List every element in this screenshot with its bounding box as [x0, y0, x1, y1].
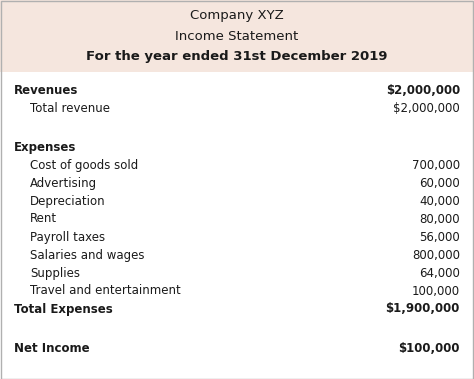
Text: 80,000: 80,000 [419, 213, 460, 226]
Text: $2,000,000: $2,000,000 [393, 102, 460, 116]
Text: Supplies: Supplies [30, 266, 80, 279]
Text: 64,000: 64,000 [419, 266, 460, 279]
Bar [0, 0, 474, 72]
Text: Total revenue: Total revenue [30, 102, 110, 116]
Text: Company XYZ: Company XYZ [190, 9, 284, 22]
Text: Depreciation: Depreciation [30, 194, 106, 207]
Text: 56,000: 56,000 [419, 230, 460, 243]
Text: For the year ended 31st December 2019: For the year ended 31st December 2019 [86, 50, 388, 63]
Text: $1,900,000: $1,900,000 [386, 302, 460, 315]
Text: Rent: Rent [30, 213, 57, 226]
Text: Salaries and wages: Salaries and wages [30, 249, 145, 262]
Text: Total Expenses: Total Expenses [14, 302, 113, 315]
Text: $100,000: $100,000 [399, 343, 460, 356]
Text: Expenses: Expenses [14, 141, 76, 153]
Text: Advertising: Advertising [30, 177, 97, 190]
Text: 100,000: 100,000 [412, 285, 460, 298]
Text: 60,000: 60,000 [419, 177, 460, 190]
Text: $2,000,000: $2,000,000 [386, 85, 460, 97]
Text: 40,000: 40,000 [419, 194, 460, 207]
Text: 700,000: 700,000 [412, 158, 460, 172]
Text: 800,000: 800,000 [412, 249, 460, 262]
Text: Net Income: Net Income [14, 343, 90, 356]
Text: Income Statement: Income Statement [175, 30, 299, 42]
Text: Travel and entertainment: Travel and entertainment [30, 285, 181, 298]
Text: Revenues: Revenues [14, 85, 78, 97]
Text: Cost of goods sold: Cost of goods sold [30, 158, 138, 172]
Text: Payroll taxes: Payroll taxes [30, 230, 105, 243]
